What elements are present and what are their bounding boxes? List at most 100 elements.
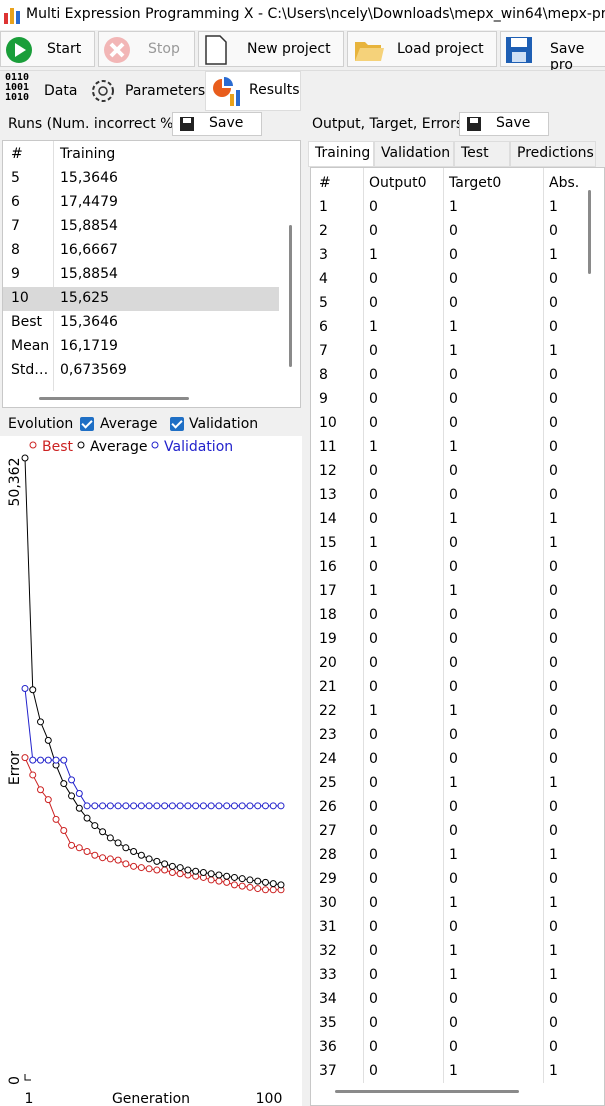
cell: 0 [549, 679, 558, 695]
tab[interactable]: Predictions [510, 141, 596, 167]
load-project-button[interactable]: Load project [347, 31, 497, 67]
data-point [145, 802, 153, 810]
cell: 0 [549, 703, 558, 719]
legend-marker [29, 441, 37, 449]
cell: 15,625 [60, 290, 109, 306]
cell: 0 [449, 271, 458, 287]
series-line [24, 757, 281, 891]
data-point [137, 864, 145, 872]
cell: 0 [369, 679, 378, 695]
results-icon [213, 77, 240, 106]
cell: 29 [319, 871, 337, 887]
cell: 0 [549, 1015, 558, 1031]
cell: 1 [549, 1063, 558, 1079]
active-tab[interactable]: Training [308, 141, 374, 167]
cell: 5 [319, 295, 328, 311]
selected-row [3, 287, 279, 311]
cell: 0 [449, 1039, 458, 1055]
data-point [130, 848, 138, 856]
cell: 17,4479 [60, 194, 118, 210]
scrollbar[interactable] [289, 225, 292, 367]
cell: 0 [369, 655, 378, 671]
cell: 15,3646 [60, 170, 118, 186]
cell: 0 [369, 991, 378, 1007]
cell: 30 [319, 895, 337, 911]
cell: 1 [549, 775, 558, 791]
legend-marker [77, 441, 85, 449]
runs-save-button[interactable]: Save [172, 112, 262, 136]
cell: 1 [549, 343, 558, 359]
cell: 0 [369, 295, 378, 311]
data-point [60, 827, 68, 835]
parameters-tab[interactable]: Parameters [84, 71, 205, 109]
cell: 10 [11, 290, 29, 306]
cell: 0 [369, 343, 378, 359]
cell: 1 [449, 439, 458, 455]
cell: 0 [549, 415, 558, 431]
cell: 0 [369, 775, 378, 791]
data-point [277, 802, 285, 810]
data-point [254, 877, 262, 885]
data-point [99, 828, 107, 836]
cell: 0 [369, 463, 378, 479]
data-point [168, 869, 176, 877]
legend-marker [151, 441, 159, 449]
cell: 8 [11, 242, 20, 258]
cell: 0 [449, 871, 458, 887]
data-point [199, 869, 207, 877]
data-point [68, 841, 76, 849]
cell: 1 [549, 535, 558, 551]
column-header: Output0 [369, 175, 427, 191]
cell: 0 [549, 631, 558, 647]
data-point [161, 866, 169, 874]
cell: 0 [369, 607, 378, 623]
save-project-button[interactable]: Save pro [500, 31, 605, 73]
scrollbar[interactable] [39, 397, 189, 400]
output-title: Output, Target, Errors [312, 116, 464, 132]
start-button[interactable]: Start [0, 31, 95, 67]
data-point [145, 855, 153, 863]
scrollbar[interactable] [335, 1090, 519, 1093]
cell: 1 [369, 247, 378, 263]
data-point [37, 718, 45, 726]
data-point [29, 756, 37, 764]
cell: 0 [549, 463, 558, 479]
data-point [269, 802, 277, 810]
cell: 16,1719 [60, 338, 118, 354]
cell: 0 [369, 487, 378, 503]
cell: 6 [319, 319, 328, 335]
tab[interactable]: Validation [374, 141, 454, 167]
cell: 0 [549, 655, 558, 671]
output-save-button[interactable]: Save [459, 112, 549, 136]
column-header: Abs. [549, 175, 580, 191]
data-tab[interactable]: 0110 1001 1010 Data [0, 71, 80, 109]
cell: 0 [369, 823, 378, 839]
average-checkbox[interactable] [80, 417, 94, 431]
cell: 1 [449, 943, 458, 959]
cell: 1 [369, 439, 378, 455]
new-project-button[interactable]: New project [198, 31, 344, 67]
cell: 1 [449, 583, 458, 599]
tab-label: Predictions [517, 145, 594, 161]
cell: 8 [319, 367, 328, 383]
cell: Mean [11, 338, 50, 354]
cell: 0 [369, 271, 378, 287]
axis-corner [24, 1074, 31, 1081]
cell: 0 [549, 991, 558, 1007]
scrollbar[interactable] [588, 190, 591, 274]
validation-checkbox[interactable] [170, 417, 184, 431]
tab[interactable]: Test [454, 141, 510, 167]
data-icon: 0110 1001 1010 [5, 72, 30, 103]
cell: 32 [319, 943, 337, 959]
data-point [91, 802, 99, 810]
save-project-label: Save pro [550, 41, 585, 73]
data-point [37, 756, 45, 764]
cell: 0 [369, 511, 378, 527]
data-point [168, 802, 176, 810]
cell: 0 [549, 823, 558, 839]
stop-button[interactable]: Stop [98, 31, 195, 67]
data-point [44, 796, 52, 804]
cell: 0 [549, 799, 558, 815]
results-tab[interactable]: Results [205, 71, 301, 111]
data-point [199, 802, 207, 810]
